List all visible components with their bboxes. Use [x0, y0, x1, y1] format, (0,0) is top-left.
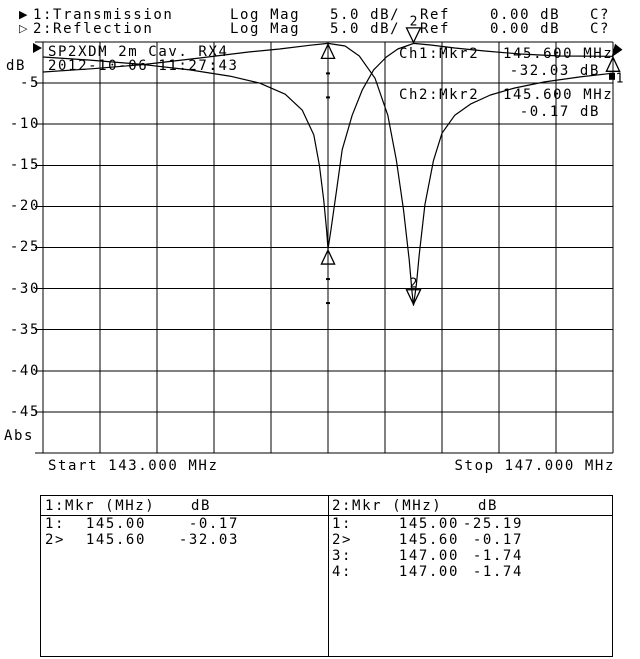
channel2-format: Log Mag	[230, 21, 301, 37]
table-row: 4: 147.00 -1.74	[41, 565, 614, 581]
channel1-label: 1:Transmission	[33, 7, 174, 23]
stop-frequency-label: Stop 147.000 MHz	[454, 458, 615, 474]
marker-number: 2>	[332, 532, 353, 548]
channel2-header: ▷ 2:Reflection Log Mag 5.0 dB/ Ref 0.00 …	[0, 22, 640, 36]
marker-number: 3:	[332, 548, 353, 564]
table-row: 3: 147.00 -1.74	[41, 549, 614, 565]
channel2-cal-status: C?	[590, 21, 611, 37]
marker-1-ch1-stem-dash	[326, 72, 330, 75]
marker-db: -0.17	[188, 516, 239, 532]
channel1-ref-label: Ref	[420, 7, 451, 23]
table-row: 2> 145.60 -0.17	[41, 533, 614, 549]
ch2-marker-readout-label: Ch2:Mkr2	[399, 87, 480, 103]
channel1-cal-status: C?	[590, 7, 611, 23]
ch1-marker-value: -32.03 dB	[509, 63, 600, 79]
y-tick-label: -25	[9, 239, 40, 255]
table2-header: 2:Mkr (MHz)	[332, 498, 443, 514]
ch2-marker-freq: 145.600 MHz	[503, 87, 614, 103]
marker-frequency: 145.60	[398, 532, 459, 548]
table-row: 1: 145.00 -25.19	[41, 517, 614, 533]
ref-level-arrow-icon	[33, 43, 42, 53]
marker-db: -32.03	[178, 532, 239, 548]
marker-db: -1.74	[472, 548, 523, 564]
marker-db: -0.17	[472, 532, 523, 548]
channel1-header: ▶ 1:Transmission Log Mag 5.0 dB/ Ref 0.0…	[0, 8, 640, 22]
marker-frequency: 145.00	[85, 516, 146, 532]
marker-1-ch2-stem-dash	[326, 278, 330, 281]
channel2-scale: 5.0 dB/	[330, 21, 401, 37]
marker-number: 1:	[332, 516, 353, 532]
table-header-separator	[41, 515, 612, 516]
marker-1-ch1-triangle-icon	[320, 42, 336, 60]
table-divider	[328, 496, 329, 656]
start-frequency-label: Start 143.000 MHz	[48, 458, 219, 474]
marker-1-ch2-triangle-icon	[320, 248, 336, 265]
trace-transmission	[42, 42, 614, 306]
y-axis-bottom-label: Abs	[4, 428, 35, 444]
channel2-ref-label: Ref	[420, 21, 451, 37]
marker-number: 1:	[45, 516, 66, 532]
marker-table: 1:Mkr (MHz) dB 1: 145.00 -0.17 2> 145.60…	[40, 495, 613, 657]
y-tick-label: -35	[9, 322, 40, 338]
marker-frequency: 147.00	[398, 564, 459, 580]
y-tick-label: -15	[9, 157, 40, 173]
y-tick-label: -40	[9, 363, 40, 379]
marker-1-ch1-stem-dash	[326, 96, 330, 99]
trace1-active-arrow-icon: ▶	[19, 8, 28, 21]
ch2-marker-value: -0.17 dB	[519, 104, 600, 120]
marker-3-4-digit: 1	[616, 71, 624, 86]
y-tick-label: -30	[9, 281, 40, 297]
marker-2-ch1-triangle-icon	[405, 289, 422, 306]
measurement-timestamp: 2012-10-06 11:27:43	[48, 58, 239, 74]
y-tick-label: -45	[9, 404, 40, 420]
table1-unit: dB	[191, 498, 212, 514]
table1-header: 1:Mkr (MHz)	[45, 498, 156, 514]
measurement-title: SP2XDM 2m Cav. RX4	[48, 44, 229, 60]
marker-number: 2>	[45, 532, 66, 548]
y-tick-label: -5	[19, 75, 40, 91]
marker-db: -25.19	[462, 516, 523, 532]
marker-frequency: 147.00	[398, 548, 459, 564]
table2-unit: dB	[478, 498, 499, 514]
marker-2-ch1-label: 2	[410, 276, 418, 291]
marker-number: 4:	[332, 564, 353, 580]
marker-frequency: 145.00	[398, 516, 459, 532]
table-row: 2> 145.60 -32.03	[41, 533, 328, 549]
marker-3-4-digit-blob	[609, 72, 615, 80]
y-axis-unit-label: dB	[6, 58, 27, 74]
table-row: 1: 145.00 -0.17	[41, 517, 328, 533]
y-tick-label: -10	[9, 116, 40, 132]
channel1-ref-value: 0.00 dB	[490, 7, 561, 23]
y-tick-label: -20	[9, 198, 40, 214]
trace2-active-arrow-icon: ▷	[19, 22, 28, 35]
channel1-scale: 5.0 dB/	[330, 7, 401, 23]
channel1-format: Log Mag	[230, 7, 301, 23]
ch1-marker-freq: 145.600 MHz	[503, 46, 614, 62]
channel2-label: 2:Reflection	[33, 21, 154, 37]
ch1-marker-readout-label: Ch1:Mkr2	[399, 46, 480, 62]
marker-db: -1.74	[472, 564, 523, 580]
marker-1-ch2-stem-dash	[326, 302, 330, 305]
channel2-ref-value: 0.00 dB	[490, 21, 561, 37]
marker-frequency: 145.60	[85, 532, 146, 548]
